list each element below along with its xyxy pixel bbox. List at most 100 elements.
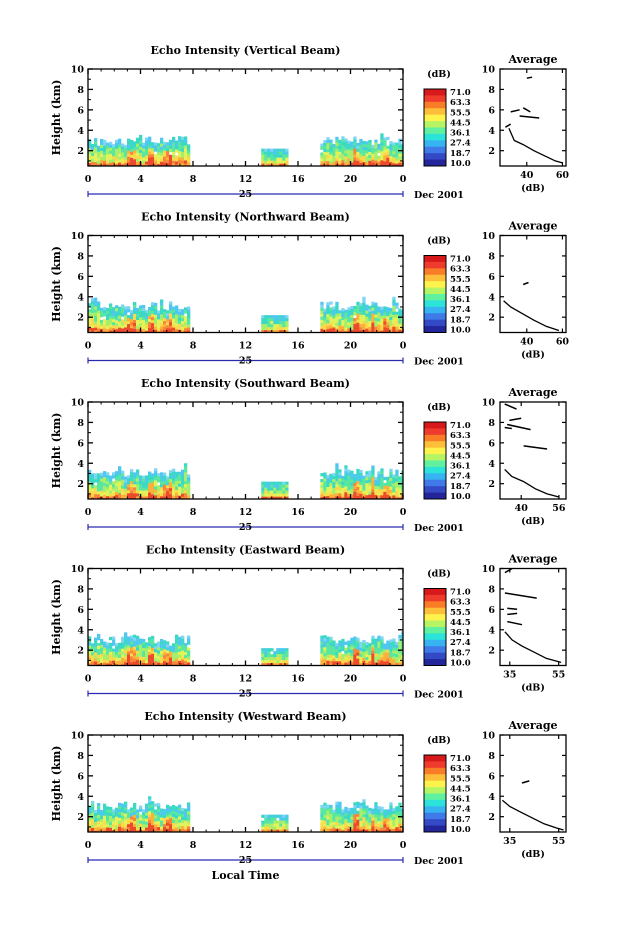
echo-cell xyxy=(166,163,170,166)
echo-cell xyxy=(398,811,402,815)
echo-cell xyxy=(184,811,188,815)
echo-cell xyxy=(279,817,283,821)
echo-cell xyxy=(374,805,378,809)
echo-cell xyxy=(323,146,327,150)
echo-cell xyxy=(377,656,381,660)
echo-cell xyxy=(356,658,360,662)
echo-cell xyxy=(163,643,167,647)
echo-cell xyxy=(261,321,265,325)
echo-cell xyxy=(100,156,104,161)
echo-cell xyxy=(109,496,113,499)
echo-cell xyxy=(320,807,324,812)
echo-cell xyxy=(148,823,152,827)
echo-cell xyxy=(172,489,176,494)
echo-cell xyxy=(106,310,110,315)
echo-cell xyxy=(112,159,116,163)
colorbar-swatch xyxy=(424,767,446,775)
echo-cell xyxy=(178,142,182,146)
echo-cell xyxy=(338,655,342,659)
echo-cell xyxy=(279,648,283,652)
echo-cell xyxy=(329,491,333,496)
echo-cell xyxy=(395,644,399,649)
echo-cell xyxy=(175,305,179,309)
echo-cell xyxy=(347,814,351,818)
echo-cell xyxy=(160,820,164,824)
echo-cell xyxy=(169,645,173,649)
echo-cell xyxy=(187,327,191,331)
echo-cell xyxy=(166,497,170,499)
echo-cell xyxy=(371,817,375,821)
echo-cell xyxy=(332,827,336,831)
echo-cell xyxy=(88,163,92,166)
echo-cell xyxy=(121,827,125,831)
echo-cell xyxy=(145,642,149,646)
echo-cell xyxy=(368,308,372,313)
echo-cell xyxy=(374,139,378,143)
echo-cell xyxy=(172,327,176,331)
echo-cell xyxy=(112,812,116,816)
echo-cell xyxy=(112,162,116,166)
echo-cell xyxy=(395,656,399,661)
echo-cell xyxy=(97,824,101,828)
echo-cell xyxy=(184,325,188,329)
echo-cell xyxy=(130,635,134,639)
echo-cell xyxy=(97,151,101,156)
echo-cell xyxy=(380,651,384,655)
echo-cell xyxy=(169,470,173,474)
echo-cell xyxy=(273,481,277,485)
echo-cell xyxy=(148,154,152,158)
echo-cell xyxy=(154,821,158,825)
echo-cell xyxy=(335,481,339,485)
echo-cell xyxy=(178,648,182,653)
echo-cell xyxy=(362,820,366,824)
echo-cell xyxy=(100,150,104,155)
echo-cell xyxy=(347,319,351,323)
echo-cell xyxy=(359,659,363,664)
echo-cell xyxy=(169,139,173,144)
echo-cell xyxy=(395,662,399,666)
echo-cell xyxy=(166,653,170,657)
echo-cell xyxy=(264,654,268,658)
echo-cell xyxy=(389,153,393,157)
echo-cell xyxy=(359,147,363,152)
echo-cell xyxy=(323,308,327,312)
echo-cell xyxy=(398,497,402,499)
echo-cell xyxy=(127,812,131,816)
echo-cell xyxy=(106,830,110,832)
echo-cell xyxy=(356,322,360,327)
echo-cell xyxy=(329,325,333,329)
echo-cell xyxy=(279,160,283,164)
echo-cell xyxy=(136,662,140,666)
echo-cell xyxy=(371,474,375,478)
average-y-tick-label: 6 xyxy=(488,272,495,283)
echo-cell xyxy=(356,810,360,815)
average-profile-line xyxy=(504,468,560,498)
echo-cell xyxy=(187,829,191,832)
echo-cell xyxy=(136,322,140,327)
echo-cell xyxy=(267,651,271,655)
echo-cell xyxy=(94,640,98,644)
echo-cell xyxy=(273,660,277,664)
echo-cell xyxy=(103,471,107,475)
echo-cell xyxy=(359,485,363,489)
echo-cell xyxy=(145,146,149,150)
echo-cell xyxy=(139,656,143,660)
echo-cell xyxy=(326,639,330,643)
echo-cell xyxy=(344,318,348,323)
echo-cell xyxy=(362,308,366,313)
echo-cell xyxy=(154,305,158,310)
average-y-tick-label: 10 xyxy=(482,731,496,742)
echo-cell xyxy=(103,151,107,156)
echo-cell xyxy=(145,330,149,333)
echo-cell xyxy=(184,823,188,827)
echo-cell xyxy=(175,311,179,315)
echo-cell xyxy=(332,312,336,316)
echo-cell xyxy=(374,483,378,487)
echo-cell xyxy=(160,311,164,315)
echo-cell xyxy=(97,642,101,647)
colorbar-swatch xyxy=(424,607,446,615)
echo-cell xyxy=(169,494,173,498)
echo-cell xyxy=(133,156,137,160)
echo-cell xyxy=(112,663,116,666)
echo-cell xyxy=(362,639,366,644)
